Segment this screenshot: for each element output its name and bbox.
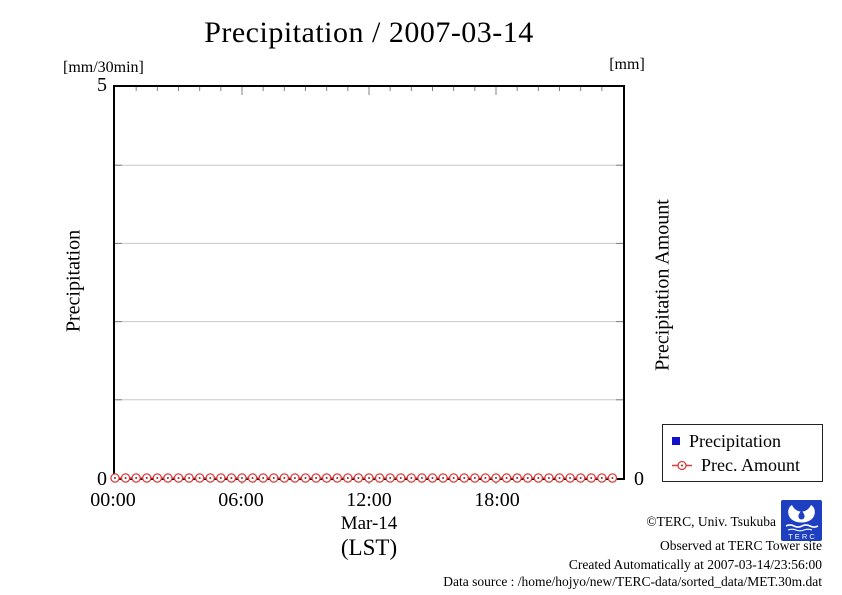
x-tick-label-0600: 06:00 <box>218 489 264 511</box>
prec-amount-point-center <box>198 477 201 479</box>
x-axis-date-label: Mar-14 <box>340 513 398 534</box>
prec-amount-point-center <box>431 477 434 479</box>
x-axis-tick-labels: 00:00 06:00 12:00 18:00 <box>90 489 625 511</box>
prec-amount-point-center <box>166 477 169 479</box>
prec-amount-point-center <box>357 477 360 479</box>
x-tick-label-1800: 18:00 <box>474 489 520 511</box>
prec-amount-point-center <box>230 477 233 479</box>
prec-amount-point-center <box>389 477 392 479</box>
prec-amount-point-center <box>579 477 582 479</box>
prec-amount-point-center <box>336 477 339 479</box>
x-tick-label-0000: 00:00 <box>90 489 136 511</box>
prec-amount-point-center <box>304 477 307 479</box>
prec-amount-point-center <box>590 477 593 479</box>
prec-amount-point-center <box>378 477 381 479</box>
logo-water-drop <box>798 510 805 520</box>
prec-amount-point-center <box>145 477 148 479</box>
prec-amount-point-center <box>368 477 370 479</box>
prec-amount-point-center <box>156 477 159 479</box>
legend: Precipitation Prec. Amount <box>662 424 823 482</box>
plot-svg <box>110 87 623 484</box>
prec-amount-point-center <box>410 477 413 479</box>
left-axis-unit-label: [mm/30min] <box>63 59 144 76</box>
x-axis-timezone-label: (LST) <box>340 535 398 560</box>
prec-amount-point-center <box>188 477 191 479</box>
prec-amount-point-center <box>473 477 476 479</box>
prec-amount-point-center <box>177 477 180 479</box>
prec-amount-point-center <box>526 477 529 479</box>
prec-amount-point-center <box>600 477 603 479</box>
y-axis-zero-tick-label-right: 0 <box>634 468 644 490</box>
logo-wave-2 <box>787 528 813 532</box>
blue-square-marker-icon <box>672 436 680 445</box>
page-title: Precipitation / 2007-03-14 <box>204 16 534 49</box>
legend-item-precipitation: Precipitation <box>672 432 822 450</box>
legend-label-precipitation: Precipitation <box>689 430 781 451</box>
prec-amount-point-center <box>484 477 487 479</box>
prec-amount-point-center <box>209 477 212 479</box>
right-axis-unit-label: [mm] <box>609 56 645 73</box>
footer-data-source-path: Data source : /home/hojyo/new/TERC-data/… <box>443 574 822 589</box>
prec-amount-point-center <box>114 477 116 479</box>
y-axis-zero-tick-label-left: 0 <box>97 468 107 490</box>
prec-amount-point-center <box>495 477 497 479</box>
prec-amount-point-center <box>569 477 572 479</box>
prec-amount-point-center <box>463 477 466 479</box>
footer-observed-site: Observed at TERC Tower site <box>659 538 822 553</box>
prec-amount-point-center <box>442 477 445 479</box>
footer-created-timestamp: Created Automatically at 2007-03-14/23:5… <box>568 557 822 572</box>
logo-wave-1 <box>785 524 819 528</box>
prec-amount-point-center <box>611 477 614 479</box>
left-axis-title: Precipitation <box>62 229 85 333</box>
prec-amount-point-center <box>547 477 550 479</box>
prec-amount-point-center <box>558 477 561 479</box>
legend-label-prec-amount: Prec. Amount <box>701 455 800 476</box>
prec-amount-point-center <box>241 477 243 479</box>
prec-amount-point-center <box>346 477 349 479</box>
prec-amount-point-center <box>315 477 318 479</box>
right-axis-title: Precipitation Amount <box>651 199 674 371</box>
red-circle-marker-icon <box>672 460 692 470</box>
prec-amount-point-center <box>251 477 254 479</box>
prec-amount-point-center <box>219 477 222 479</box>
prec-amount-point-center <box>124 477 127 479</box>
footer-copyright: ©TERC, Univ. Tsukuba <box>646 514 776 529</box>
prec-amount-point-center <box>537 477 540 479</box>
prec-amount-point-center <box>293 477 296 479</box>
x-tick-label-1200: 12:00 <box>346 489 392 511</box>
prec-amount-point-center <box>262 477 265 479</box>
terc-logo: T E R C <box>781 500 822 541</box>
prec-amount-point-center <box>452 477 455 479</box>
legend-item-prec-amount: Prec. Amount <box>672 456 822 474</box>
prec-amount-point-center <box>516 477 519 479</box>
logo-text: T E R C <box>788 532 815 541</box>
prec-amount-point-center <box>283 477 286 479</box>
prec-amount-point-center <box>420 477 423 479</box>
prec-amount-point-center <box>325 477 328 479</box>
prec-amount-point-center <box>272 477 275 479</box>
prec-amount-point-center <box>505 477 508 479</box>
y-axis-max-tick-label: 5 <box>97 74 107 96</box>
prec-amount-point-center <box>135 477 138 479</box>
prec-amount-point-center <box>399 477 402 479</box>
plot-area <box>110 85 625 484</box>
